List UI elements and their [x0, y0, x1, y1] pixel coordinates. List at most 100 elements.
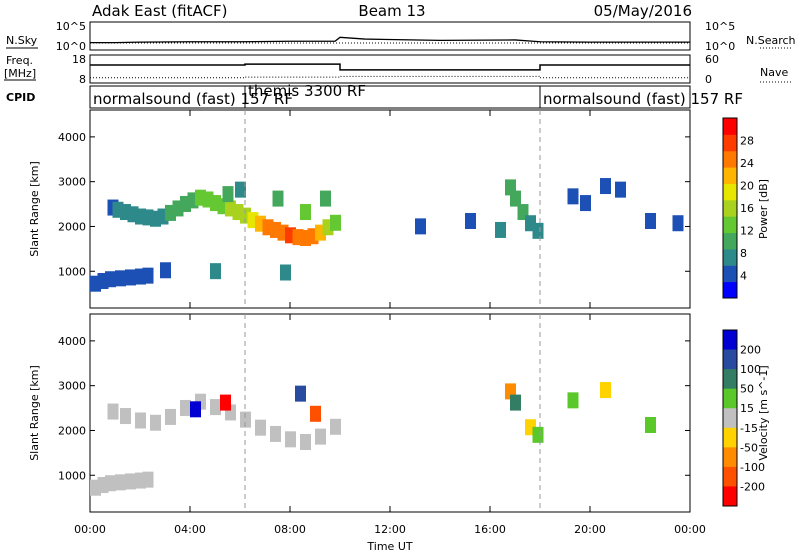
colorbar-swatch — [723, 248, 737, 266]
scatter-cell — [645, 416, 656, 433]
scatter-cell — [270, 425, 281, 442]
freq-line — [90, 63, 690, 71]
scatter-cell — [142, 471, 154, 488]
scatter-cell — [415, 218, 426, 235]
date-label: 05/May/2016 — [594, 2, 692, 20]
scatter-cell — [495, 221, 506, 238]
scatter-cell — [135, 472, 146, 489]
noise-left-tick-top: 10^5 — [56, 20, 86, 33]
scatter-cell — [567, 392, 579, 409]
cpid-segment-label: normalsound (fast) 157 RF — [543, 90, 743, 108]
colorbar-tick-label: -50 — [740, 441, 758, 454]
colorbar-swatch — [723, 167, 737, 184]
scatter-cell — [262, 219, 274, 236]
scatter-cell — [120, 408, 131, 425]
range-tick-label: 1000 — [58, 469, 86, 482]
noise-right-tick-bottom: 10^0 — [705, 40, 735, 53]
scatter-cell — [235, 181, 246, 198]
scatter-cell — [172, 200, 184, 217]
scatter-cell — [180, 195, 191, 212]
scatter-cell — [125, 269, 136, 286]
colorbar-swatch — [723, 199, 737, 217]
colorbar-tick-label: -15 — [740, 422, 758, 435]
colorbar-swatch — [723, 427, 737, 448]
scatter-cell — [195, 189, 206, 206]
noise-panel-frame — [89, 21, 691, 51]
colorbar-tick-label: 15 — [740, 402, 754, 415]
colorbar-swatch — [723, 466, 737, 487]
colorbar-tick-label: 4 — [740, 270, 747, 283]
colorbar-swatch — [723, 265, 737, 283]
scatter-cell — [97, 477, 109, 494]
scatter-cell — [142, 209, 154, 226]
scatter-cell — [180, 399, 191, 416]
freq-left-tick-top: 18 — [72, 53, 86, 66]
power-colorbar-label: Power [dB] — [757, 179, 770, 239]
colorbar-swatch — [723, 349, 737, 370]
scatter-cell — [532, 222, 544, 239]
scatter-cell — [225, 404, 236, 421]
range-tick-label: 4000 — [58, 131, 86, 144]
cpid-panel: CPID normalsound (fast) 157 RF themis 33… — [6, 82, 743, 109]
scatter-cell — [210, 195, 221, 212]
scatter-cell — [90, 479, 101, 496]
scatter-cell — [105, 475, 116, 492]
nave-line — [90, 75, 690, 79]
velocity-panel: Slant Range [km] 1000 2000 3000 4000 200 100… — [28, 313, 770, 513]
scatter-cell — [300, 434, 311, 451]
scatter-cell — [525, 215, 536, 232]
noise-left-label: N.Sky — [6, 34, 38, 47]
time-tick-label: 20:00 — [574, 523, 606, 536]
freq-right-label: Nave — [760, 66, 788, 79]
colorbar-tick-label: -100 — [740, 461, 765, 474]
freq-right-tick-top: 60 — [705, 53, 719, 66]
scatter-cell — [285, 431, 296, 448]
scatter-cell — [307, 228, 319, 245]
colorbar-tick-label: 16 — [740, 202, 754, 215]
scatter-cell — [135, 208, 146, 225]
colorbar-swatch — [723, 232, 737, 250]
power-ylabel: Slant Range [km] — [28, 161, 41, 257]
scatter-cell — [600, 382, 611, 399]
scatter-cell — [157, 208, 169, 225]
freq-left-unit: [MHz] — [4, 67, 36, 80]
scatter-cell — [165, 204, 176, 221]
noise-right-tick-top: 10^5 — [705, 20, 735, 33]
colorbar-swatch — [723, 388, 737, 409]
scatter-cell — [240, 207, 251, 224]
colorbar-frame — [722, 329, 738, 507]
scatter-cell — [105, 271, 116, 288]
colorbar-swatch — [723, 281, 737, 299]
colorbar-swatch — [723, 118, 737, 135]
scatter-cell — [330, 418, 341, 435]
scatter-cell — [97, 273, 109, 290]
scatter-cell — [300, 230, 311, 247]
scatter-cell — [270, 221, 281, 238]
colorbar-swatch — [723, 447, 737, 468]
scatter-cell — [142, 267, 154, 284]
scatter-cell — [315, 224, 326, 241]
cpid-panel-frame — [89, 85, 691, 109]
colorbar-swatch — [723, 150, 737, 168]
velocity-colorbar-label: Velocity [m s^-1] — [757, 365, 770, 460]
freq-left-label: Freq. — [6, 54, 33, 67]
scatter-cell — [580, 195, 591, 212]
range-tick-label: 3000 — [58, 380, 86, 393]
colorbar-tick-label: 8 — [740, 247, 747, 260]
noise-right-label: N.Search — [746, 34, 796, 47]
scatter-cell — [160, 262, 171, 279]
scatter-cell — [567, 188, 579, 205]
scatter-cell — [115, 270, 126, 287]
velocity-colorbar: 200 100 50 15 -15 -50 -100 -200 — [722, 329, 765, 507]
freq-left-tick-bottom: 8 — [79, 73, 86, 86]
colorbar-tick-label: 200 — [740, 344, 761, 357]
scatter-cell — [217, 198, 229, 215]
colorbar-swatch — [723, 330, 737, 351]
cpid-segment-label: normalsound (fast) 157 RF — [93, 90, 293, 108]
beam-label: Beam 13 — [358, 2, 425, 20]
time-tick-label: 04:00 — [174, 523, 206, 536]
colorbar-frame — [722, 117, 738, 299]
colorbar-tick-label: 12 — [740, 225, 754, 238]
scatter-cell — [135, 268, 146, 285]
